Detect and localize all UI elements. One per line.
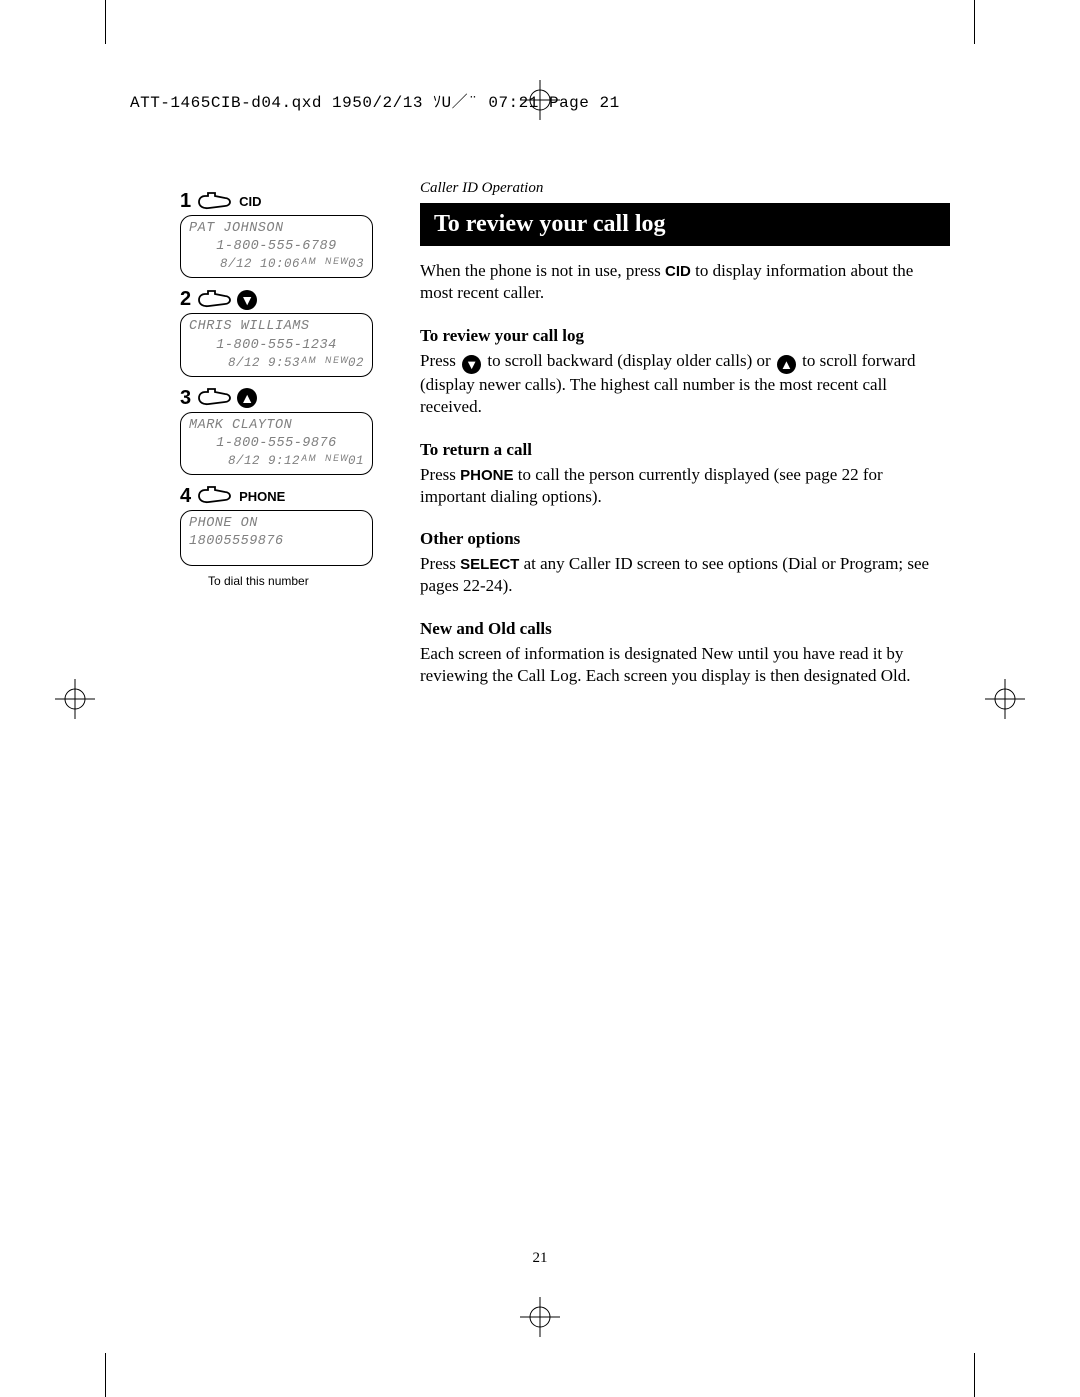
step-header: 2 ▼ (180, 288, 390, 311)
text: Press (420, 351, 460, 370)
text: Press (420, 465, 460, 484)
step-label: CID (239, 194, 261, 209)
lcd-caller-name: PAT JOHNSON (189, 220, 364, 238)
lcd-display: PHONE ON 18005559876 (180, 510, 373, 566)
button-name: CID (665, 263, 691, 280)
lcd-dialed-number: 18005559876 (189, 533, 364, 551)
step-header: 1 CID (180, 190, 390, 213)
step-header: 4 PHONE (180, 485, 390, 508)
arrow-up-icon: ▲ (237, 388, 257, 408)
page: ATT-1465CIB-d04.qxd 1950/2/13 ｿU／¨ 07:21… (0, 0, 1080, 1397)
steps-column: 1 CID PAT JOHNSON 1-800-555-6789 8/12 10… (180, 180, 390, 708)
body-paragraph: Press ▼ to scroll backward (display olde… (420, 350, 950, 418)
lcd-timestamp: 8/12 10:06ᴬᴹ ᴺᴱᵂ03 (189, 256, 364, 273)
step-caption: To dial this number (208, 574, 390, 588)
registration-mark-icon (55, 679, 95, 719)
lcd-caller-name: MARK CLAYTON (189, 417, 364, 435)
lcd-caller-number: 1-800-555-1234 (189, 337, 364, 355)
arrow-down-icon: ▼ (462, 355, 481, 374)
step-number: 4 (180, 485, 191, 508)
button-name: SELECT (460, 556, 519, 573)
lcd-display: CHRIS WILLIAMS 1-800-555-1234 8/12 9:53ᴬ… (180, 313, 373, 376)
step-header: 3 ▲ (180, 387, 390, 410)
arrow-up-icon: ▲ (777, 355, 796, 374)
lcd-caller-number: 1-800-555-6789 (189, 238, 364, 256)
pointing-hand-icon (197, 388, 231, 408)
subheading: Other options (420, 529, 950, 549)
section-label: Caller ID Operation (420, 180, 950, 197)
lcd-caller-name: CHRIS WILLIAMS (189, 318, 364, 336)
intro-paragraph: When the phone is not in use, press CID … (420, 260, 950, 304)
page-title: To review your call log (420, 203, 950, 246)
body-paragraph: Each screen of information is designated… (420, 643, 950, 687)
lcd-caller-number: 1-800-555-9876 (189, 435, 364, 453)
file-slug: ATT-1465CIB-d04.qxd 1950/2/13 ｿU／¨ 07:21… (130, 88, 620, 112)
step-number: 3 (180, 387, 191, 410)
button-name: PHONE (460, 467, 513, 484)
step-label: PHONE (239, 489, 285, 504)
body-paragraph: Press SELECT at any Caller ID screen to … (420, 553, 950, 597)
registration-mark-icon (985, 679, 1025, 719)
crop-mark (974, 0, 975, 44)
lcd-timestamp: 8/12 9:53ᴬᴹ ᴺᴱᵂ02 (189, 355, 364, 372)
lcd-timestamp: 8/12 9:12ᴬᴹ ᴺᴱᵂ01 (189, 453, 364, 470)
step-number: 2 (180, 288, 191, 311)
pointing-hand-icon (197, 192, 231, 212)
lcd-status: PHONE ON (189, 515, 364, 533)
body-paragraph: Press PHONE to call the person currently… (420, 464, 950, 508)
registration-mark-icon (520, 1297, 560, 1337)
crop-mark (105, 1353, 106, 1397)
page-number: 21 (0, 1250, 1080, 1267)
pointing-hand-icon (197, 290, 231, 310)
text: Press (420, 554, 460, 573)
arrow-down-icon: ▼ (237, 290, 257, 310)
content-area: 1 CID PAT JOHNSON 1-800-555-6789 8/12 10… (180, 180, 950, 708)
subheading: To review your call log (420, 326, 950, 346)
body-column: Caller ID Operation To review your call … (420, 180, 950, 708)
step-number: 1 (180, 190, 191, 213)
pointing-hand-icon (197, 486, 231, 506)
text: to scroll backward (display older calls)… (483, 351, 775, 370)
crop-mark (974, 1353, 975, 1397)
crop-mark (105, 0, 106, 44)
lcd-display: MARK CLAYTON 1-800-555-9876 8/12 9:12ᴬᴹ … (180, 412, 373, 475)
lcd-display: PAT JOHNSON 1-800-555-6789 8/12 10:06ᴬᴹ … (180, 215, 373, 278)
subheading: To return a call (420, 440, 950, 460)
subheading: New and Old calls (420, 619, 950, 639)
text: When the phone is not in use, press (420, 261, 665, 280)
